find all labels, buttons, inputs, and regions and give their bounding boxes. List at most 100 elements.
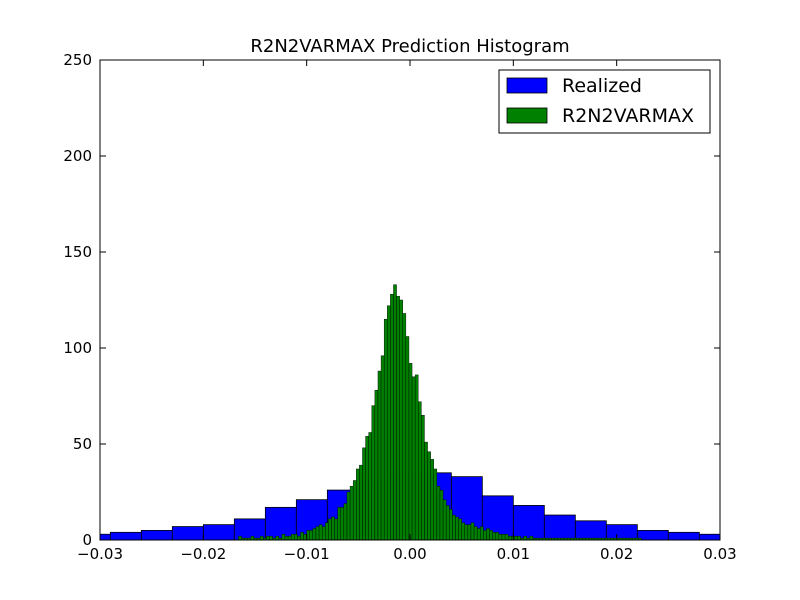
bar-r2n2varmax — [362, 447, 366, 540]
bar-r2n2varmax — [467, 524, 472, 540]
bar-r2n2varmax — [343, 503, 348, 540]
bar-r2n2varmax — [638, 537, 642, 540]
bar-realized — [171, 526, 204, 540]
bar-r2n2varmax — [387, 305, 391, 540]
bar-r2n2varmax — [352, 480, 357, 540]
bar-r2n2varmax — [334, 518, 338, 540]
bar-r2n2varmax — [421, 415, 425, 540]
bar-r2n2varmax — [489, 530, 493, 540]
bar-r2n2varmax — [337, 507, 341, 540]
bar-r2n2varmax — [371, 405, 376, 540]
bar-r2n2varmax — [309, 530, 314, 540]
bar-r2n2varmax — [359, 464, 363, 540]
bar-r2n2varmax — [458, 518, 462, 540]
bar-realized — [543, 514, 576, 540]
bar-r2n2varmax — [374, 390, 379, 540]
bar-r2n2varmax — [464, 524, 469, 540]
bar-r2n2varmax — [287, 535, 292, 540]
bar-r2n2varmax — [328, 518, 332, 540]
bar-r2n2varmax — [294, 534, 298, 540]
bar-r2n2varmax — [517, 535, 521, 540]
bar-r2n2varmax — [356, 468, 360, 540]
axis-ticks: −0.03 −0.02 −0.01 0.00 0.01 0.02 0.03 0 50 100 150… — [63, 51, 736, 563]
bar-r2n2varmax — [504, 534, 509, 540]
y-tick-label: 250 — [63, 51, 92, 69]
bar-r2n2varmax — [523, 535, 527, 540]
bar-r2n2varmax — [498, 534, 503, 540]
legend-label-r2n2varmax: R2N2VARMAX — [562, 105, 694, 127]
bar-r2n2varmax — [269, 535, 273, 540]
bar-r2n2varmax — [418, 401, 422, 540]
bar-realized — [512, 505, 545, 540]
x-tick-label: −0.01 — [284, 545, 330, 563]
bar-r2n2varmax — [380, 355, 385, 540]
bar-r2n2varmax — [399, 299, 403, 540]
bar-r2n2varmax — [449, 509, 453, 540]
bar-r2n2varmax — [300, 532, 304, 540]
chart-title: R2N2VARMAX Prediction Histogram — [250, 36, 569, 57]
x-tick-label: 0.02 — [600, 545, 633, 563]
bar-r2n2varmax — [349, 486, 354, 540]
bar-r2n2varmax — [492, 532, 496, 540]
bar-r2n2varmax — [529, 535, 534, 540]
bar-r2n2varmax — [396, 295, 400, 540]
bar-r2n2varmax — [452, 514, 456, 540]
bar-r2n2varmax — [511, 535, 515, 540]
x-tick-label: 0.03 — [703, 545, 736, 563]
legend: Realized R2N2VARMAX — [498, 69, 711, 134]
bar-r2n2varmax — [315, 526, 320, 540]
bar-r2n2varmax — [507, 535, 512, 540]
bar-r2n2varmax — [331, 516, 335, 540]
bar-r2n2varmax — [368, 432, 372, 540]
bar-r2n2varmax — [476, 528, 481, 540]
bar-r2n2varmax — [436, 486, 441, 540]
bar-r2n2varmax — [501, 534, 506, 540]
y-tick-label: 200 — [63, 147, 92, 165]
bar-r2n2varmax — [340, 507, 345, 540]
bar-r2n2varmax — [461, 522, 465, 540]
bars-layer — [100, 284, 720, 540]
bar-r2n2varmax — [275, 535, 279, 540]
bar-r2n2varmax — [433, 468, 438, 540]
bar-r2n2varmax — [383, 319, 388, 540]
bar-r2n2varmax — [284, 535, 289, 540]
bar-r2n2varmax — [325, 522, 329, 540]
bar-r2n2varmax — [281, 534, 286, 540]
bar-r2n2varmax — [430, 459, 434, 540]
bar-r2n2varmax — [470, 522, 475, 540]
bar-realized — [109, 531, 142, 540]
legend-swatch-r2n2varmax — [506, 107, 548, 124]
legend-swatch-realized — [506, 77, 548, 94]
bar-r2n2varmax — [411, 376, 416, 540]
bar-r2n2varmax — [405, 336, 410, 540]
bar-r2n2varmax — [483, 530, 487, 540]
bar-r2n2varmax — [312, 528, 317, 540]
legend-label-realized: Realized — [562, 75, 642, 97]
y-tick-label: 100 — [63, 339, 92, 357]
bar-r2n2varmax — [297, 535, 301, 540]
bar-r2n2varmax — [473, 526, 478, 540]
x-tick-label: −0.03 — [77, 545, 123, 563]
bar-realized — [667, 531, 700, 540]
bar-realized — [636, 530, 669, 540]
bar-r2n2varmax — [495, 532, 500, 540]
bar-r2n2varmax — [377, 370, 382, 540]
bar-r2n2varmax — [365, 436, 369, 540]
bar-r2n2varmax — [408, 363, 413, 540]
bar-r2n2varmax — [346, 491, 351, 540]
bar-r2n2varmax — [445, 505, 450, 540]
bar-r2n2varmax — [259, 535, 264, 540]
bar-r2n2varmax — [455, 516, 459, 540]
y-tick-label: 50 — [73, 435, 92, 453]
bar-r2n2varmax — [321, 526, 326, 540]
bar-r2n2varmax — [486, 528, 490, 540]
bar-r2n2varmax — [424, 441, 428, 540]
bar-r2n2varmax — [290, 534, 295, 540]
bar-realized — [605, 524, 638, 540]
x-tick-label: 0.01 — [497, 545, 530, 563]
bar-r2n2varmax — [480, 526, 484, 540]
bar-r2n2varmax — [414, 374, 419, 540]
x-tick-label: 0.00 — [393, 545, 426, 563]
bar-r2n2varmax — [514, 535, 518, 540]
